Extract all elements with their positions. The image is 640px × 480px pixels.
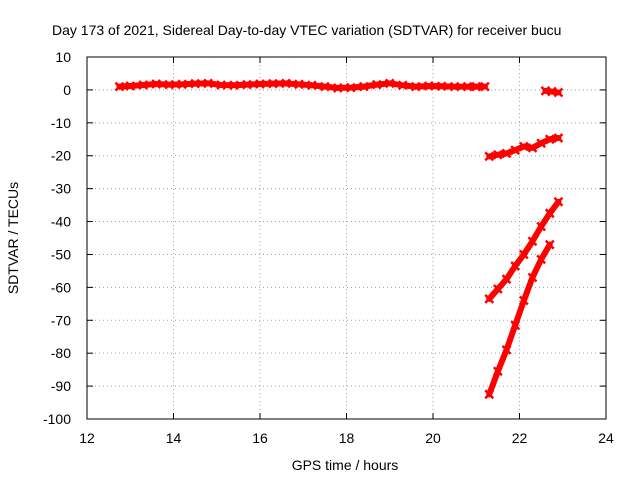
data-points — [114, 78, 564, 400]
data-point — [138, 80, 149, 90]
data-point — [484, 293, 495, 304]
data-point — [492, 284, 503, 294]
data-point — [423, 81, 434, 91]
y-tick-label: -10 — [51, 115, 71, 131]
data-point — [484, 151, 495, 162]
data-point — [436, 81, 447, 92]
x-axis-label: GPS time / hours — [292, 457, 399, 473]
data-point — [371, 79, 382, 90]
y-tick-label: -80 — [51, 345, 71, 361]
data-point — [536, 138, 547, 149]
data-point — [410, 81, 421, 92]
data-point — [294, 79, 304, 90]
data-point — [307, 80, 317, 91]
data-point — [480, 81, 490, 92]
x-tick-label: 24 — [598, 430, 614, 446]
data-point — [242, 79, 252, 90]
x-tick-label: 14 — [166, 430, 182, 446]
x-tick-label: 12 — [79, 430, 95, 446]
data-point — [553, 87, 564, 98]
data-point — [151, 79, 162, 89]
data-point — [501, 345, 512, 355]
y-tick-label: -100 — [43, 411, 71, 427]
data-point — [471, 81, 482, 92]
data-point — [510, 261, 521, 271]
data-point — [527, 272, 538, 283]
y-tick-label: 0 — [63, 82, 71, 98]
data-point — [544, 239, 555, 250]
data-point — [518, 295, 529, 306]
data-point — [518, 249, 529, 260]
data-point — [125, 81, 136, 91]
y-tick-label: 10 — [55, 49, 71, 65]
data-point — [177, 79, 188, 90]
data-point — [544, 134, 555, 145]
series-line — [116, 80, 488, 91]
y-tick-label: -90 — [51, 378, 71, 394]
data-point — [358, 81, 369, 92]
data-point — [510, 320, 521, 331]
y-tick-label: -40 — [51, 214, 71, 230]
y-axis-ticks: 10 0 -10 -20 -30 -40 -50 -60 -70 -80 -90 -100 — [43, 49, 606, 427]
x-axis-ticks: 12 14 16 18 20 22 24 — [79, 57, 614, 446]
x-tick-label: 18 — [339, 430, 355, 446]
data-point — [462, 81, 473, 92]
data-point — [216, 80, 226, 90]
y-tick-label: -50 — [51, 246, 71, 262]
y-tick-label: -30 — [51, 181, 71, 197]
data-point — [492, 366, 503, 377]
data-point — [281, 78, 291, 89]
y-tick-label: -70 — [51, 312, 71, 328]
data-point — [492, 149, 503, 160]
data-point — [255, 79, 265, 89]
data-point — [536, 254, 547, 265]
data-point — [332, 83, 343, 93]
data-point — [536, 221, 547, 232]
data-point — [203, 78, 213, 89]
x-tick-label: 20 — [425, 430, 441, 446]
data-point — [449, 81, 460, 92]
chart-title: Day 173 of 2021, Sidereal Day-to-day VTE… — [52, 22, 561, 38]
data-point — [510, 145, 521, 156]
y-tick-label: -60 — [51, 279, 71, 295]
data-point — [384, 78, 395, 89]
data-point — [229, 80, 239, 91]
data-point — [114, 81, 125, 92]
data-point — [268, 78, 278, 89]
data-point — [518, 141, 529, 152]
data-point — [345, 82, 356, 93]
grid-lines — [87, 57, 606, 419]
data-point — [553, 196, 564, 207]
data-point — [190, 78, 201, 89]
data-point — [484, 389, 495, 400]
data-point — [527, 142, 538, 153]
data-point — [164, 79, 175, 90]
data-point — [527, 236, 538, 247]
data-point — [501, 148, 512, 159]
data-point — [553, 133, 564, 143]
x-tick-label: 22 — [512, 430, 528, 446]
data-point — [397, 80, 408, 91]
x-tick-label: 16 — [252, 430, 268, 446]
data-point — [319, 81, 330, 92]
y-axis-label: SDTVAR / TECUs — [5, 182, 21, 294]
data-point — [501, 274, 512, 285]
y-tick-label: -20 — [51, 148, 71, 164]
data-point — [544, 208, 555, 219]
